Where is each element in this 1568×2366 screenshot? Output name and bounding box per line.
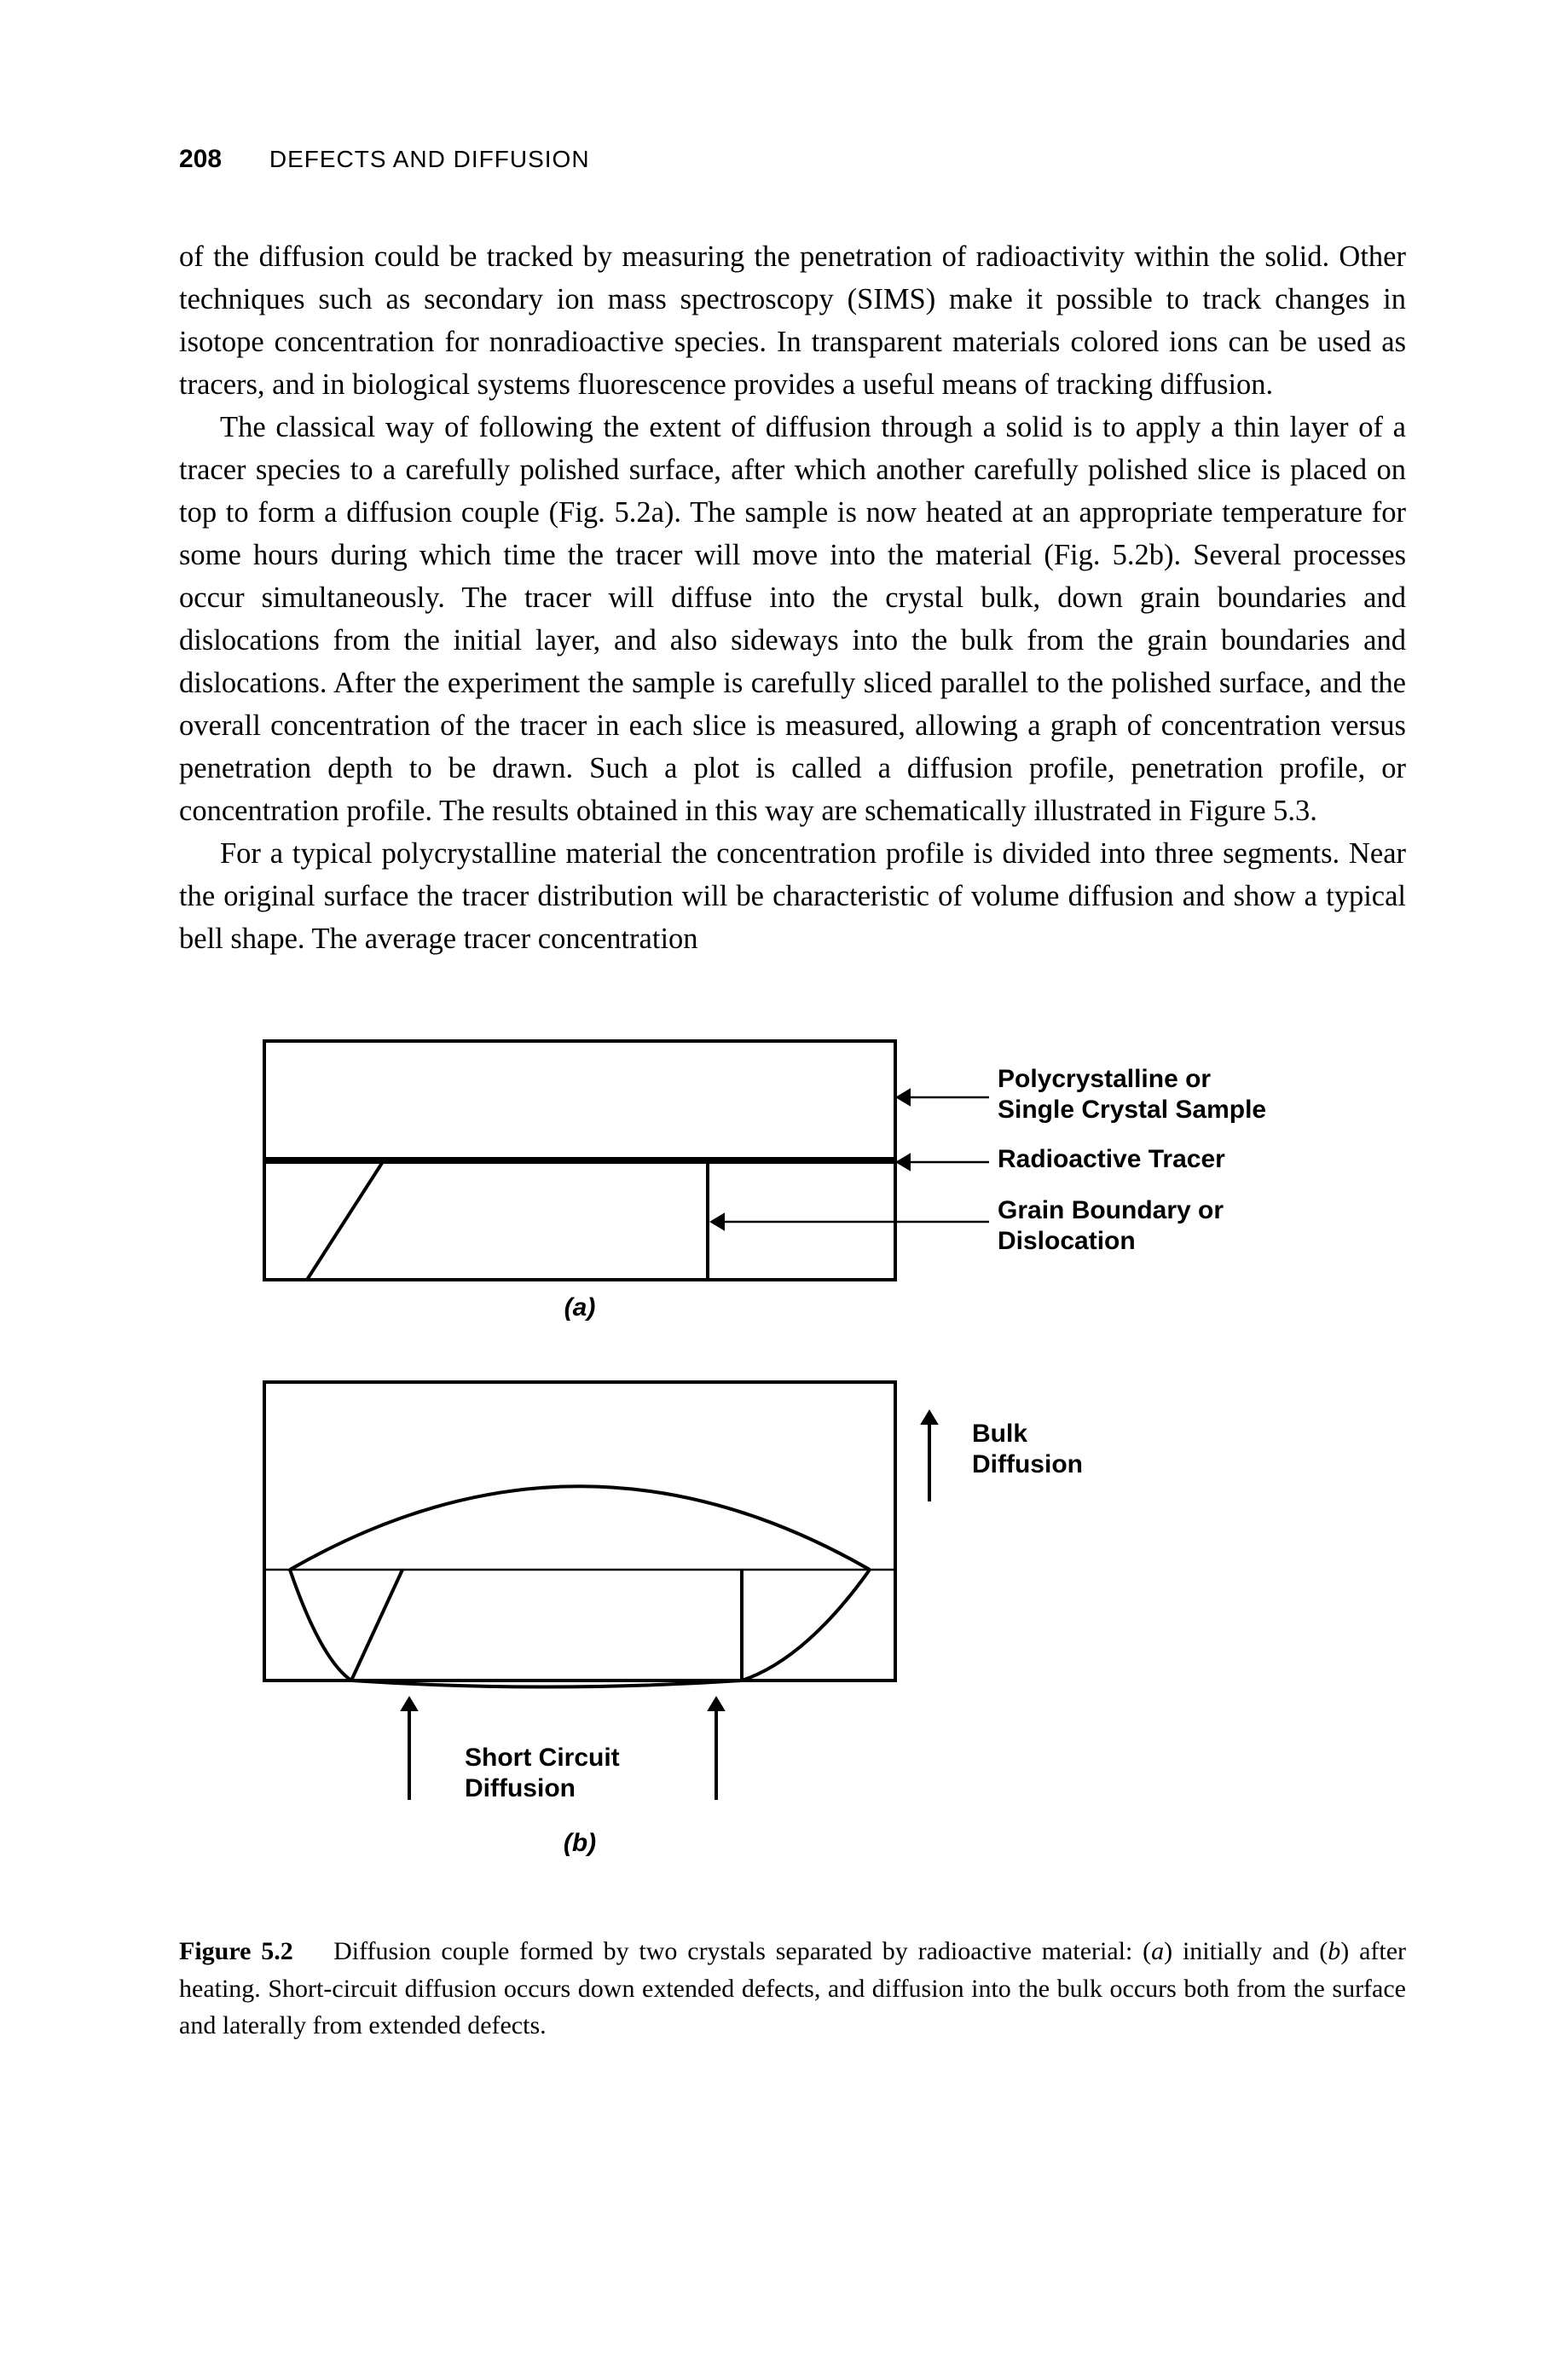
svg-text:Diffusion: Diffusion xyxy=(465,1774,576,1802)
svg-text:Grain Boundary or: Grain Boundary or xyxy=(998,1196,1224,1224)
figure-caption-label: Figure 5.2 xyxy=(179,1937,293,1965)
paragraph-2: The classical way of following the exten… xyxy=(179,406,1406,832)
body-text: of the diffusion could be tracked by mea… xyxy=(179,235,1406,960)
figure-caption-a: a xyxy=(1151,1937,1164,1965)
figure-caption: Figure 5.2 Diffusion couple formed by tw… xyxy=(179,1933,1406,2045)
svg-text:Diffusion: Diffusion xyxy=(972,1450,1083,1478)
svg-text:Bulk: Bulk xyxy=(972,1420,1027,1448)
paragraph-1: of the diffusion could be tracked by mea… xyxy=(179,235,1406,406)
figure-caption-b: b xyxy=(1328,1937,1340,1965)
svg-text:Short Circuit: Short Circuit xyxy=(465,1744,620,1772)
figure-5-2: Polycrystalline or Single Crystal Sample R… xyxy=(179,1024,1406,2045)
svg-text:(a): (a) xyxy=(564,1293,595,1322)
svg-text:Radioactive Tracer: Radioactive Tracer xyxy=(998,1145,1225,1173)
page: 208 DEFECTS AND DIFFUSION of the diffusi… xyxy=(0,0,1568,2366)
svg-text:Dislocation: Dislocation xyxy=(998,1227,1136,1255)
page-number: 208 xyxy=(179,145,222,173)
page-header: 208 DEFECTS AND DIFFUSION xyxy=(179,145,1406,174)
svg-text:Polycrystalline or: Polycrystalline or xyxy=(998,1065,1211,1093)
figure-svg: Polycrystalline or Single Crystal Sample R… xyxy=(188,1024,1398,1911)
figure-caption-text-1: Diffusion couple formed by two crystals … xyxy=(333,1937,1151,1965)
svg-text:(b): (b) xyxy=(563,1829,595,1857)
svg-text:Single Crystal Sample: Single Crystal Sample xyxy=(998,1096,1266,1124)
paragraph-3: For a typical polycrystalline material t… xyxy=(179,832,1406,960)
chapter-title: DEFECTS AND DIFFUSION xyxy=(269,146,590,172)
figure-caption-text-2: ) initially and ( xyxy=(1164,1937,1328,1965)
